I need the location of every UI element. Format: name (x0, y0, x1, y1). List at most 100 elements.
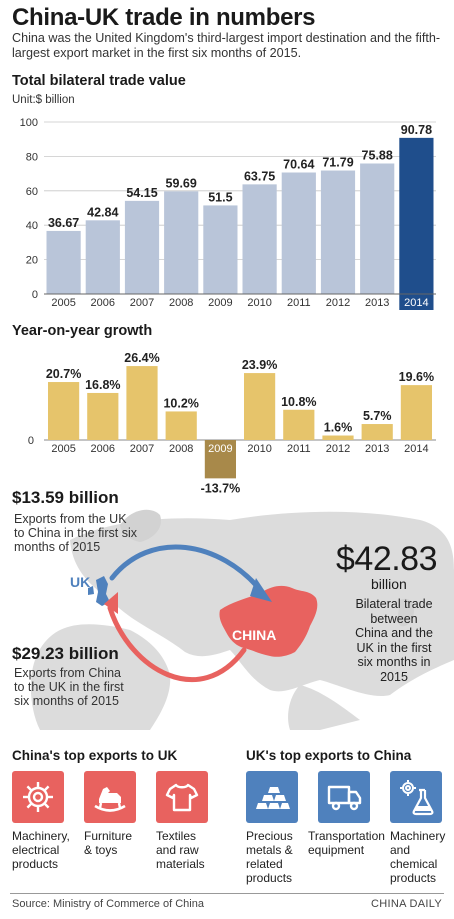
china-label: CHINA (232, 627, 276, 643)
bar-value-label: 23.9% (242, 358, 277, 372)
x-tick-label: 2006 (91, 443, 115, 455)
x-tick-label: 2010 (247, 443, 271, 455)
credit: CHINA DAILY (371, 898, 442, 910)
bar (204, 440, 236, 479)
tshirt-icon (156, 771, 208, 823)
sea-asia-land (288, 685, 360, 730)
x-tick-label: 2014 (404, 443, 428, 455)
china-to-uk-arrow (107, 605, 247, 683)
china-exports-value: $29.23 billion (12, 644, 119, 663)
bar (399, 137, 434, 294)
x-tick-label: 2008 (169, 297, 193, 309)
uk-exports-value: $13.59 billion (12, 488, 119, 507)
x-tick-label: 2014 (404, 297, 428, 309)
bar (322, 435, 354, 440)
bar-value-label: 5.7% (363, 409, 392, 423)
uk-label: UK (70, 574, 90, 590)
bar (87, 392, 119, 440)
bar (165, 411, 197, 440)
source-note: Source: Ministry of Commerce of China (12, 898, 204, 910)
bar-value-label: 54.15 (126, 186, 157, 200)
y-tick-label: 0 (28, 435, 34, 447)
bar (244, 373, 276, 440)
uk-exports-desc: Exports from the UK to China in the firs… (14, 512, 137, 554)
bar (48, 382, 80, 440)
bar (361, 424, 393, 440)
trade-value-unit: Unit:$ billion (12, 94, 75, 106)
bar-value-label: 90.78 (401, 123, 432, 137)
bar (281, 172, 316, 294)
bar-value-label: 75.88 (362, 148, 393, 162)
x-tick-label: 2009 (208, 443, 232, 455)
x-tick-label: 2005 (51, 297, 75, 309)
china-exports-desc: Exports from China to the UK in the firs… (14, 666, 124, 708)
uk-shape (88, 576, 110, 606)
footer-divider (10, 893, 444, 894)
total-trade-desc: Bilateral trade between China and the UK… (355, 597, 433, 684)
y-tick-label: 40 (26, 220, 38, 232)
total-trade-value: $42.83 (336, 540, 438, 578)
total-trade-unit: billion (371, 576, 407, 592)
bar-value-label: 10.2% (163, 396, 198, 410)
bar (283, 409, 315, 440)
china-to-uk-arrowhead (104, 592, 118, 614)
x-tick-label: 2009 (208, 297, 232, 309)
x-tick-label: 2007 (130, 443, 154, 455)
y-tick-label: 80 (26, 151, 38, 163)
scandinavia-land (120, 509, 161, 542)
bar-value-label: 36.67 (48, 216, 79, 230)
y-tick-label: 0 (32, 289, 38, 301)
growth-title: Year-on-year growth (12, 323, 153, 339)
bar-value-label: 59.69 (166, 176, 197, 190)
uk-exports-title: UK's top exports to China (246, 748, 412, 763)
gear-icon (12, 771, 64, 823)
bar (126, 366, 158, 440)
bar-value-label: 20.7% (46, 367, 81, 381)
x-tick-label: 2010 (247, 297, 271, 309)
world-map: UK CHINA (0, 480, 454, 730)
bar (320, 170, 356, 294)
x-tick-label: 2013 (365, 443, 389, 455)
china-shape (219, 585, 318, 657)
bar (242, 184, 277, 294)
x-tick-label: 2013 (365, 297, 389, 309)
gear-flask-icon (390, 771, 442, 823)
uk-export-label-3: Machinery and chemical products (390, 829, 446, 885)
page-title: China-UK trade in numbers (12, 4, 316, 31)
uk-export-label-2: Transportation equipment (308, 829, 385, 857)
bar-value-label: 42.84 (87, 205, 118, 219)
china-export-label-1: Machinery, electrical products (12, 829, 70, 871)
china-export-label-2: Furniture & toys (84, 829, 133, 857)
y-tick-label: 60 (26, 186, 38, 198)
y-tick-label: 20 (26, 255, 38, 267)
bar-value-label: 71.79 (322, 156, 353, 170)
x-tick-label: 2007 (130, 297, 154, 309)
bar-value-label: 26.4% (124, 351, 159, 365)
rocking-horse-icon (84, 771, 136, 823)
uk-to-china-arrowhead (250, 578, 272, 602)
uk-to-china-arrow (109, 544, 265, 595)
x-tick-label: 2011 (287, 443, 311, 455)
bar-value-label: 63.75 (244, 169, 275, 183)
trade-value-chart: 0 20 40 60 80 100 36.67 2005 42.84 2006 54.15 2007 5… (20, 117, 436, 310)
bar (164, 191, 199, 294)
trade-value-title: Total bilateral trade value (12, 73, 186, 89)
bar-value-label: -13.7% (201, 481, 241, 495)
x-tick-label: 2005 (51, 443, 75, 455)
bar-value-label: 51.5 (208, 190, 232, 204)
x-tick-label: 2012 (326, 443, 350, 455)
x-tick-label: 2011 (287, 297, 311, 309)
bar (46, 230, 81, 294)
truck-icon (318, 771, 370, 823)
bar-value-label: 70.64 (283, 157, 314, 171)
china-export-label-3: Textiles and raw materials (156, 829, 205, 871)
x-tick-label: 2012 (326, 297, 350, 309)
bar-value-label: 1.6% (324, 421, 353, 435)
bar (124, 200, 160, 294)
bar (360, 163, 395, 294)
page-subtitle: China was the United Kingdom's third-lar… (12, 31, 441, 60)
bar (203, 205, 238, 294)
bar-value-label: 10.8% (281, 395, 316, 409)
gold-bars-icon (246, 771, 298, 823)
bar-value-label: 16.8% (85, 378, 120, 392)
